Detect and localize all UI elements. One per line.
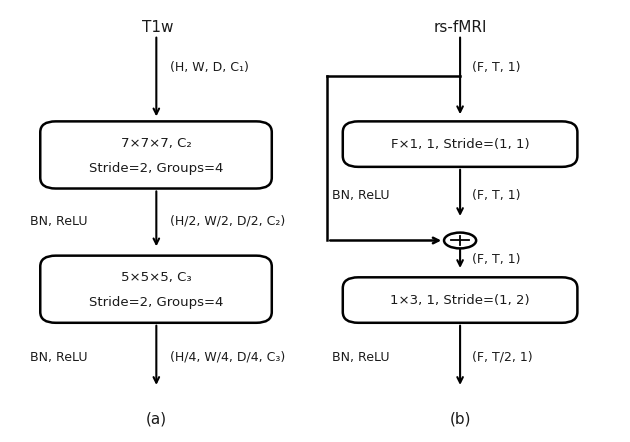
Text: BN, ReLU: BN, ReLU	[332, 188, 390, 202]
Text: (F, T, 1): (F, T, 1)	[472, 253, 521, 267]
Text: rs-fMRI: rs-fMRI	[433, 20, 487, 35]
Text: 7×7×7, C₂: 7×7×7, C₂	[120, 137, 192, 150]
Text: BN, ReLU: BN, ReLU	[30, 214, 88, 228]
FancyBboxPatch shape	[343, 122, 578, 167]
Text: 5×5×5, C₃: 5×5×5, C₃	[121, 271, 192, 284]
Ellipse shape	[444, 232, 476, 248]
Text: (a): (a)	[146, 412, 167, 427]
Text: (F, T/2, 1): (F, T/2, 1)	[472, 351, 533, 364]
Text: (H/2, W/2, D/2, C₂): (H/2, W/2, D/2, C₂)	[170, 214, 285, 228]
FancyBboxPatch shape	[40, 122, 272, 188]
Text: T1w: T1w	[142, 20, 173, 35]
Text: 1×3, 1, Stride=(1, 2): 1×3, 1, Stride=(1, 2)	[390, 293, 530, 307]
FancyBboxPatch shape	[40, 255, 272, 323]
Text: (H, W, D, C₁): (H, W, D, C₁)	[170, 61, 249, 74]
Text: (H/4, W/4, D/4, C₃): (H/4, W/4, D/4, C₃)	[170, 351, 285, 364]
FancyBboxPatch shape	[343, 277, 578, 323]
Text: Stride=2, Groups=4: Stride=2, Groups=4	[89, 296, 223, 309]
Text: Stride=2, Groups=4: Stride=2, Groups=4	[89, 162, 223, 175]
Text: F×1, 1, Stride=(1, 1): F×1, 1, Stride=(1, 1)	[391, 137, 529, 151]
Text: BN, ReLU: BN, ReLU	[332, 351, 390, 364]
Text: BN, ReLU: BN, ReLU	[30, 351, 88, 364]
Text: (F, T, 1): (F, T, 1)	[472, 61, 521, 74]
Text: (F, T, 1): (F, T, 1)	[472, 188, 521, 202]
Text: (b): (b)	[449, 412, 471, 427]
